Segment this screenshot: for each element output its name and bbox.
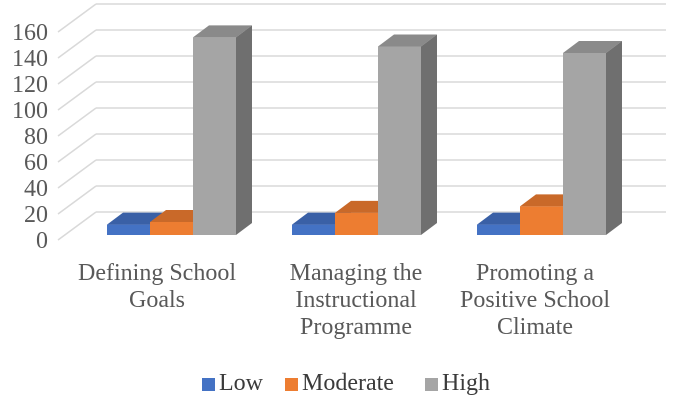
bar-side-face: [421, 34, 437, 235]
y-gridline-diagonal: [57, 211, 97, 241]
legend-group: Low Moderate High: [202, 370, 490, 396]
bar-high: [193, 25, 252, 236]
bar-front-face: [477, 224, 520, 235]
category-label-line: Goals: [129, 287, 185, 313]
bar-front-face: [292, 224, 335, 235]
bar-high: [378, 34, 437, 235]
legend-swatch-moderate: [285, 378, 298, 391]
bar-top-face: [378, 34, 437, 47]
y-tick-label: 120: [12, 72, 48, 98]
legend-label-high: High: [442, 370, 490, 396]
y-tick-label: 0: [36, 228, 48, 254]
legend-label-moderate: Moderate: [302, 370, 394, 396]
y-tick-label: 100: [12, 98, 48, 124]
category-label-line: Defining School: [78, 260, 236, 286]
bar-top-face: [563, 41, 622, 53]
bar-high: [563, 41, 622, 235]
legend-swatch-low: [202, 378, 215, 391]
y-tick-label: 80: [24, 124, 48, 150]
bar-front-face: [520, 206, 563, 235]
y-tick-label: 40: [24, 176, 48, 202]
bar-front-face: [150, 222, 193, 235]
y-gridline-diagonal: [57, 159, 97, 189]
y-tick-label: 20: [24, 202, 48, 228]
category-label-line: Programme: [300, 314, 412, 340]
y-tick-label: 140: [12, 46, 48, 72]
y-tick-label: 160: [12, 20, 48, 46]
y-gridline-diagonal: [57, 185, 97, 215]
bar-front-face: [378, 46, 421, 235]
y-gridline-diagonal: [57, 133, 97, 163]
y-gridline-diagonal: [57, 29, 97, 59]
bar-group: [477, 41, 622, 235]
bar-side-face: [236, 25, 252, 236]
bar-front-face: [107, 224, 150, 235]
legend-swatch-high: [425, 378, 438, 391]
legend-label-low: Low: [219, 370, 264, 396]
bar-front-face: [335, 212, 378, 235]
bar-group: [107, 25, 252, 236]
y-gridline-diagonal: [57, 81, 97, 111]
y-gridline-diagonal: [57, 3, 97, 33]
bar-side-face: [606, 41, 622, 235]
bar-group: [292, 34, 437, 235]
category-label-line: Instructional: [295, 287, 417, 313]
bar-front-face: [563, 53, 606, 235]
bar-top-face: [193, 25, 252, 38]
bar-front-face: [193, 37, 236, 236]
y-gridline-diagonal: [57, 107, 97, 137]
category-label-line: Managing the: [290, 260, 423, 286]
category-label-line: Climate: [497, 314, 573, 340]
category-label-line: Positive School: [460, 287, 610, 313]
y-gridline-diagonal: [57, 55, 97, 85]
y-tick-label: 60: [24, 150, 48, 176]
category-label-line: Promoting a: [476, 260, 594, 286]
